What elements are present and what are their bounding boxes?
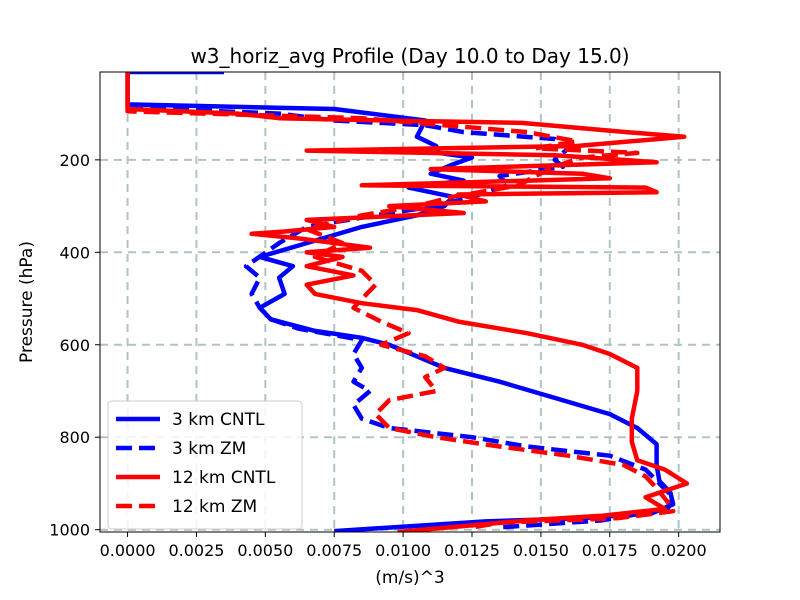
chart-title: w3_horiz_avg Profile (Day 10.0 to Day 15… xyxy=(190,44,629,68)
y-tick-label: 1000 xyxy=(49,521,90,540)
x-axis-label: (m/s)^3 xyxy=(375,568,444,588)
y-axis-label: Pressure (hPa) xyxy=(17,241,37,363)
x-tick-label: 0.0125 xyxy=(444,541,500,560)
y-tick-label: 400 xyxy=(59,243,90,262)
x-tick-label: 0.0150 xyxy=(513,541,569,560)
series-line-12-km-zm xyxy=(125,104,676,530)
x-tick-label: 0.0000 xyxy=(100,541,156,560)
y-tick-label: 800 xyxy=(59,428,90,447)
legend: 3 km CNTL 3 km ZM 12 km CNTL 12 km ZM xyxy=(107,400,303,530)
series-line-12-km-cntl xyxy=(125,72,690,532)
legend-box xyxy=(107,400,303,530)
plot-frame xyxy=(99,71,721,533)
x-tick-label: 0.0050 xyxy=(237,541,293,560)
series-group xyxy=(125,72,690,532)
x-tick-label: 0.0025 xyxy=(168,541,224,560)
x-tick-label: 0.0075 xyxy=(306,541,362,560)
legend-label: 12 km ZM xyxy=(172,497,257,517)
legend-label: 12 km CNTL xyxy=(172,468,276,488)
x-tick-label: 0.0100 xyxy=(375,541,431,560)
y-tick-label: 600 xyxy=(59,336,90,355)
x-tick-label: 0.0175 xyxy=(582,541,638,560)
legend-label: 3 km ZM xyxy=(172,439,246,459)
y-tick-label: 200 xyxy=(59,151,90,170)
x-tick-label: 0.0200 xyxy=(651,541,707,560)
axis-ticks: 0.0000 0.0025 0.0050 0.0075 0.0100 0.0125 0.01… xyxy=(49,151,706,560)
legend-label: 3 km CNTL xyxy=(172,410,265,430)
